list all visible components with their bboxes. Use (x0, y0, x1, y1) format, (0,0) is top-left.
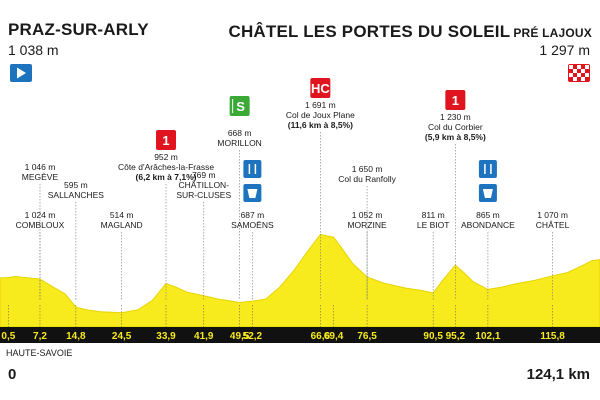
place-label: 514 m (110, 210, 134, 220)
finish-name-small: PRÉ LAJOUX (513, 26, 592, 40)
place-label: (11,6 km à 8,5%) (288, 120, 353, 130)
km-tick-label: 69,4 (324, 331, 344, 342)
feed-zone-icon (243, 160, 262, 202)
km-tick-label: 24,5 (112, 331, 132, 342)
km-tick-label: 66,6 (311, 331, 331, 342)
svg-text:1: 1 (162, 133, 169, 148)
km-tick-label: 41,9 (194, 331, 214, 342)
place-label: CHÂTILLON- (178, 180, 229, 190)
place-label: MORZINE (347, 220, 387, 230)
hc-climb-icon: HC (310, 78, 331, 98)
place-label: SALLANCHES (48, 190, 105, 200)
km-tick-label: 76,5 (357, 331, 377, 342)
svg-text:1: 1 (452, 93, 459, 108)
km-tick-label: 95,2 (446, 331, 466, 342)
elevation-profile (0, 233, 600, 328)
place-label: 865 m (476, 210, 500, 220)
place-label: 811 m (422, 210, 445, 220)
finish-flag-icon (568, 64, 590, 82)
start-flag-icon (10, 64, 32, 82)
km-tick-label: 90,5 (423, 331, 443, 342)
place-label: COMBLOUX (16, 220, 65, 230)
finish-altitude: 1 297 m (539, 42, 590, 58)
km-tick-label: 7,2 (33, 331, 47, 342)
place-label: CHÂTEL (536, 220, 570, 230)
place-label: 952 m (154, 152, 178, 162)
finish-name-main: CHÂTEL LES PORTES DU SOLEIL (228, 22, 511, 41)
cat1-climb-icon: 1 (156, 130, 177, 150)
start-altitude: 1 038 m (8, 42, 59, 58)
place-label: 687 m (241, 210, 265, 220)
sprint-label: S (236, 99, 245, 114)
place-label: Col de Joux Plane (286, 110, 355, 120)
finish-town-name: CHÂTEL LES PORTES DU SOLEIL PRÉ LAJOUX (228, 22, 592, 42)
place-label: 1 070 m (537, 210, 568, 220)
place-label: (6,2 km à 7,1%) (136, 172, 197, 182)
region-label: HAUTE-SAVOIE (6, 348, 73, 358)
svg-text:HC: HC (311, 81, 330, 96)
km-tick-label: 33,9 (156, 331, 176, 342)
km-tick-label: 115,8 (540, 331, 565, 342)
place-label: 1 691 m (305, 100, 336, 110)
sprint-icon: S (229, 96, 250, 116)
place-label: LE BIOT (417, 220, 450, 230)
place-label: 1 052 m (352, 210, 383, 220)
km-tick-label: 14,8 (66, 331, 86, 342)
place-label: Col du Corbier (428, 122, 483, 132)
place-label: Col du Ranfolly (338, 174, 396, 184)
place-label: 1 650 m (352, 164, 383, 174)
place-label: 1 046 m (25, 162, 56, 172)
place-label: ABONDANCE (461, 220, 515, 230)
place-label: 668 m (228, 128, 252, 138)
place-label: MAGLAND (101, 220, 143, 230)
distance-total: 124,1 km (526, 366, 590, 383)
place-label: MEGÈVE (22, 172, 59, 182)
place-label: SAMOËNS (231, 220, 274, 230)
place-label: 769 m (192, 170, 216, 180)
km-bar (0, 327, 600, 343)
place-label: 1 024 m (25, 210, 56, 220)
place-label: 1 230 m (440, 112, 471, 122)
place-label: Côte d'Arâches-la-Frasse (118, 162, 214, 172)
km-tick-label: 49,5 (230, 331, 250, 342)
place-label: MORILLON (217, 138, 261, 148)
cat1-climb-icon: 1 (445, 90, 466, 110)
km-tick-label: 102,1 (475, 331, 500, 342)
feed-zone-icon (478, 160, 497, 202)
start-town-name: PRAZ-SUR-ARLY (8, 20, 149, 39)
distance-start: 0 (8, 366, 17, 383)
km-tick-label: 52,2 (243, 331, 263, 342)
place-label: SUR-CLUSES (176, 190, 231, 200)
km-tick-label: 0,5 (1, 331, 15, 342)
place-label: 595 m (64, 180, 88, 190)
place-label: (5,9 km à 8,5%) (425, 132, 486, 142)
